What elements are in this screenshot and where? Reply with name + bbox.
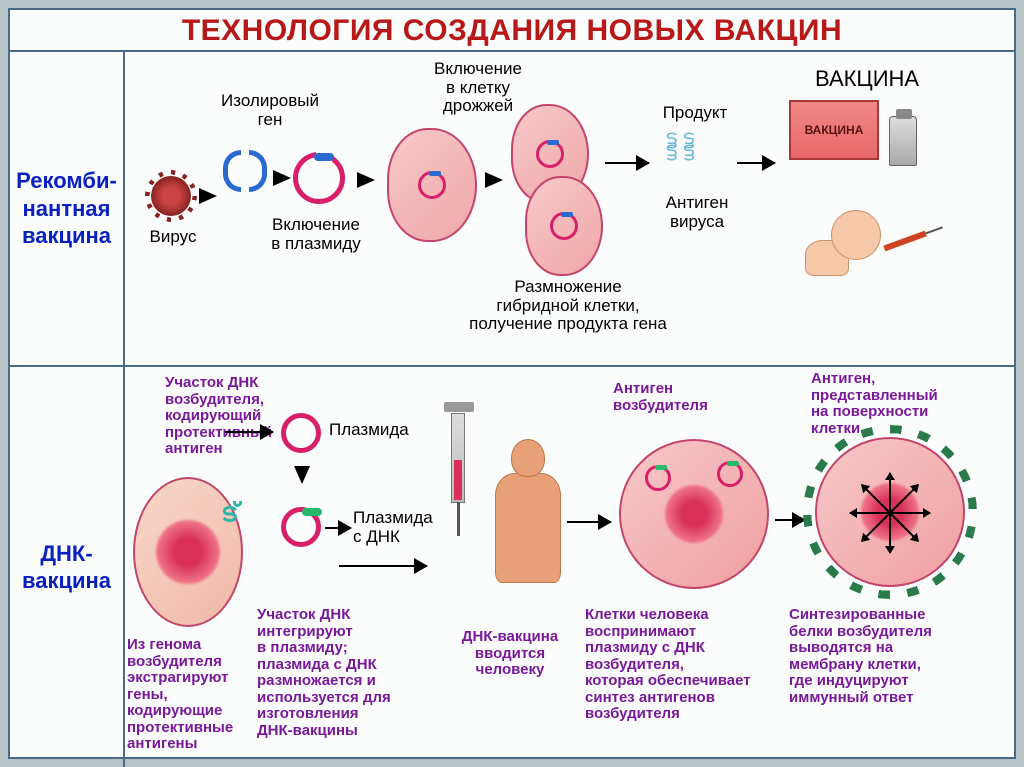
vaccine-box-icon: ВАКЦИНА (789, 100, 879, 160)
arrow-icon (567, 521, 611, 523)
label-incl-plasmid: Включение в плазмиду (241, 216, 391, 253)
label-hybrid: Размножение гибридной клетки, получение … (423, 278, 713, 334)
label-extract: Из генома возбудителя экстрагируют гены,… (127, 637, 257, 753)
gene-fragment-right-icon (249, 150, 267, 192)
sidebar-dna: ДНК-вакцина (10, 367, 125, 767)
syringe-icon (883, 231, 926, 252)
arrow-icon (605, 162, 649, 164)
human-icon (493, 439, 563, 589)
syringe-large-icon (451, 413, 465, 503)
arrow-icon (737, 162, 775, 164)
vaccine-box-label: ВАКЦИНА (805, 123, 864, 137)
gene-fragment-left-icon (223, 150, 241, 192)
yeast-cell-1-icon (387, 128, 477, 242)
arrow-down-icon (294, 466, 310, 484)
label-product: Продукт (645, 104, 745, 123)
arrow-icon (339, 565, 427, 567)
product-squiggle-icon: ട്ട ട്ടട്ട ട്ട (665, 132, 694, 156)
arrow-icon (485, 172, 503, 188)
label-vaccine-heading: ВАКЦИНА (815, 66, 919, 92)
vial-icon (889, 116, 917, 166)
sidebar-recombinant-label: Рекомби- нантная вакцина (14, 167, 119, 250)
row-dna: ДНК-вакцина Участок ДНК возбудителя, код… (10, 367, 1014, 767)
dna-strand-icon: ട് (221, 497, 239, 529)
label-plasmid-dna: Плазмида с ДНК (353, 509, 433, 546)
label-plasmid: Плазмида (329, 421, 409, 440)
arrow-icon (775, 519, 805, 521)
title-bar: ТЕХНОЛОГИЯ СОЗДАНИЯ НОВЫХ ВАКЦИН (10, 10, 1014, 52)
plasmid-empty-icon (281, 413, 321, 453)
panel-recombinant: Вирус Изолировый ген Включение в плазмид… (125, 52, 1014, 365)
pointer-line-icon (325, 527, 351, 529)
human-cell-2-icon (815, 437, 965, 587)
plasmid-with-dna-icon (281, 507, 321, 547)
label-integrate: Участок ДНК интегрируют в плазмиду; плаз… (257, 607, 427, 739)
panel-dna: Участок ДНК возбудителя, кодирующий прот… (125, 367, 1014, 767)
label-inject: ДНК-вакцина вводится человеку (445, 629, 575, 679)
arrow-icon (199, 188, 217, 204)
baby-icon (805, 206, 885, 276)
page-title: ТЕХНОЛОГИЯ СОЗДАНИЯ НОВЫХ ВАКЦИН (182, 14, 842, 47)
arrow-icon (273, 170, 291, 186)
yeast-cell-3-icon (525, 176, 603, 276)
label-antigen-virus: Антиген вируса (647, 194, 747, 231)
human-cell-1-icon (619, 439, 769, 589)
label-antigen-pathogen: Антиген возбудителя (613, 381, 733, 414)
label-virus: Вирус (143, 228, 203, 247)
label-dna-region: Участок ДНК возбудителя, кодирующий прот… (165, 375, 295, 458)
radial-arrows-icon (847, 469, 933, 555)
label-synth: Синтезированные белки возбудителя выводя… (789, 607, 979, 706)
pointer-line-icon (225, 431, 273, 433)
row-recombinant: Рекомби- нантная вакцина Вирус Изолировы… (10, 52, 1014, 367)
label-iso-gene: Изолировый ген (205, 92, 335, 129)
sidebar-recombinant: Рекомби- нантная вакцина (10, 52, 125, 365)
main-frame: ТЕХНОЛОГИЯ СОЗДАНИЯ НОВЫХ ВАКЦИН Рекомби… (8, 8, 1016, 759)
label-cells-perceive: Клетки человека воспринимают плазмиду с … (585, 607, 765, 723)
virus-icon (151, 176, 191, 216)
plasmid-icon (293, 152, 345, 204)
arrow-icon (357, 172, 375, 188)
sidebar-dna-label: ДНК-вакцина (14, 540, 119, 595)
